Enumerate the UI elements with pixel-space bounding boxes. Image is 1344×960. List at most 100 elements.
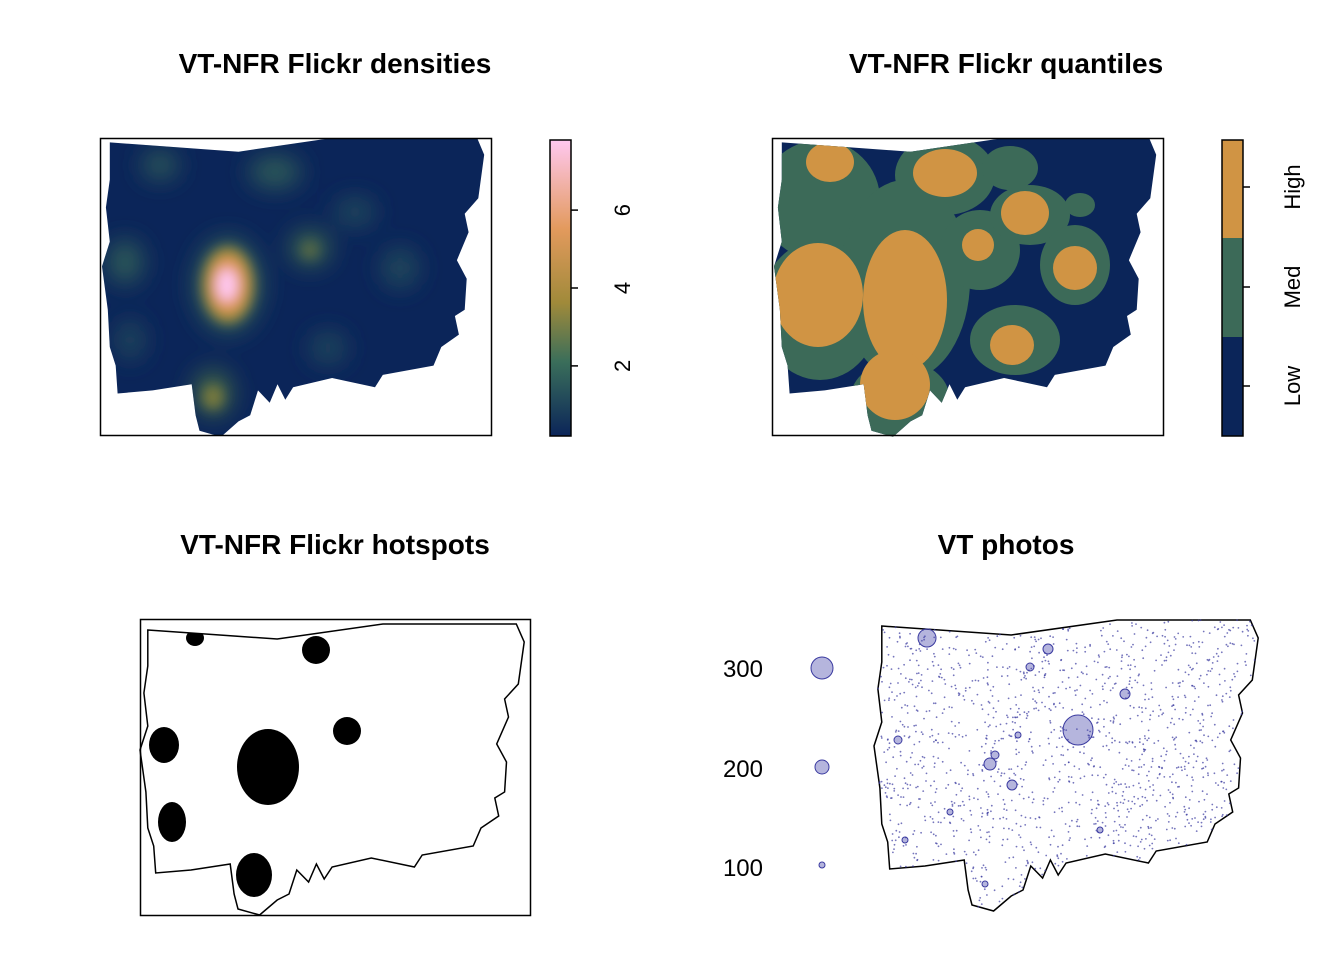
photo-point xyxy=(1144,788,1147,791)
photo-point xyxy=(1233,643,1235,646)
photo-point xyxy=(1008,768,1010,771)
photo-point xyxy=(1107,677,1110,680)
photo-point xyxy=(1218,732,1221,735)
photo-point xyxy=(1142,684,1145,687)
photo-point xyxy=(1008,734,1011,737)
photo-point xyxy=(1240,713,1243,716)
photo-point xyxy=(1069,686,1071,689)
photo-point xyxy=(1048,707,1051,710)
photo-point xyxy=(1024,764,1027,766)
hotspots-title: VT-NFR Flickr hotspots xyxy=(180,529,490,560)
photo-point xyxy=(1071,708,1073,711)
photo-point xyxy=(1098,731,1101,733)
photo-point xyxy=(1174,748,1177,750)
photo-point xyxy=(996,666,998,668)
photo-point xyxy=(1151,847,1154,850)
photo-point xyxy=(937,757,940,759)
photo-point xyxy=(1054,862,1057,865)
photo-point xyxy=(986,812,989,814)
photo-point xyxy=(1091,757,1093,760)
photo-point xyxy=(921,755,924,758)
photo-point xyxy=(896,767,898,770)
photo-point xyxy=(993,780,996,783)
photo-point xyxy=(947,783,950,786)
photo-point xyxy=(1229,689,1232,692)
photo-point xyxy=(1223,731,1226,734)
photo-point xyxy=(891,716,893,718)
photo-point xyxy=(1193,747,1195,749)
photo-point xyxy=(906,783,909,786)
photo-point xyxy=(1041,667,1044,670)
photo-point xyxy=(897,823,900,826)
photo-point xyxy=(1108,748,1110,751)
size-legend-300 xyxy=(810,656,834,680)
photo-point xyxy=(1233,673,1235,675)
photo-point xyxy=(1153,742,1156,744)
photo-point xyxy=(1053,835,1055,838)
photo-point xyxy=(1240,644,1243,647)
photo-point xyxy=(985,838,988,841)
photo-point xyxy=(1033,707,1035,710)
photo-point xyxy=(892,851,894,854)
photo-point xyxy=(987,637,989,639)
photo-point xyxy=(1225,814,1228,817)
photo-point xyxy=(1189,714,1192,716)
photo-point xyxy=(1109,623,1111,626)
photo-point xyxy=(966,649,968,652)
photo-point xyxy=(1023,672,1025,675)
photo-point xyxy=(1187,664,1190,667)
photo-point xyxy=(900,673,902,675)
photo-point xyxy=(888,746,891,749)
hotspot-blobs xyxy=(149,630,361,897)
photo-point xyxy=(1096,820,1099,822)
photo-point xyxy=(1204,815,1207,818)
photo-point xyxy=(976,693,979,696)
photo-point xyxy=(1114,739,1116,742)
photo-point xyxy=(1211,808,1214,811)
photo-point xyxy=(1249,620,1251,623)
photo-point xyxy=(1139,826,1142,829)
photo-point xyxy=(997,700,1000,702)
photo-point xyxy=(1168,815,1171,817)
photo-point xyxy=(1236,619,1238,622)
photo-point xyxy=(1190,785,1193,787)
photo-point xyxy=(1197,640,1200,643)
photo-point xyxy=(1032,686,1034,689)
photo-point xyxy=(1187,673,1190,676)
photo-point xyxy=(1137,773,1140,776)
photo-point xyxy=(1233,763,1236,766)
photo-point xyxy=(894,775,896,777)
photo-point xyxy=(997,768,1000,771)
photo-point xyxy=(1001,897,1004,900)
photo-point xyxy=(1100,629,1102,632)
photo-point xyxy=(1231,642,1234,645)
photo-point xyxy=(967,769,969,772)
photo-point xyxy=(1172,739,1175,741)
photo-point xyxy=(913,830,916,832)
photo-point xyxy=(1067,801,1070,804)
photo-point xyxy=(1152,710,1154,713)
photo-point xyxy=(1104,666,1107,668)
photo-point xyxy=(968,686,971,689)
photo-point xyxy=(931,804,934,807)
photo-point xyxy=(1018,834,1020,836)
photo-point xyxy=(925,772,928,775)
photo-point xyxy=(1111,741,1113,744)
photo-point xyxy=(1159,794,1162,797)
photo-point xyxy=(1158,773,1161,776)
photo-point xyxy=(935,788,938,790)
photo-point xyxy=(925,780,927,782)
photo-point xyxy=(1048,742,1050,745)
photo-point xyxy=(1163,759,1166,762)
photo-point xyxy=(965,734,967,737)
photo-point xyxy=(1202,813,1205,816)
photo-point xyxy=(1191,776,1193,779)
photo-point xyxy=(1006,667,1009,670)
photo-point xyxy=(963,764,966,767)
photo-point xyxy=(1042,800,1045,802)
photo-point xyxy=(906,704,909,707)
photo-point xyxy=(1162,712,1165,714)
photo-point xyxy=(1037,638,1040,641)
photo-point xyxy=(1123,798,1126,801)
photo-point xyxy=(884,786,887,789)
